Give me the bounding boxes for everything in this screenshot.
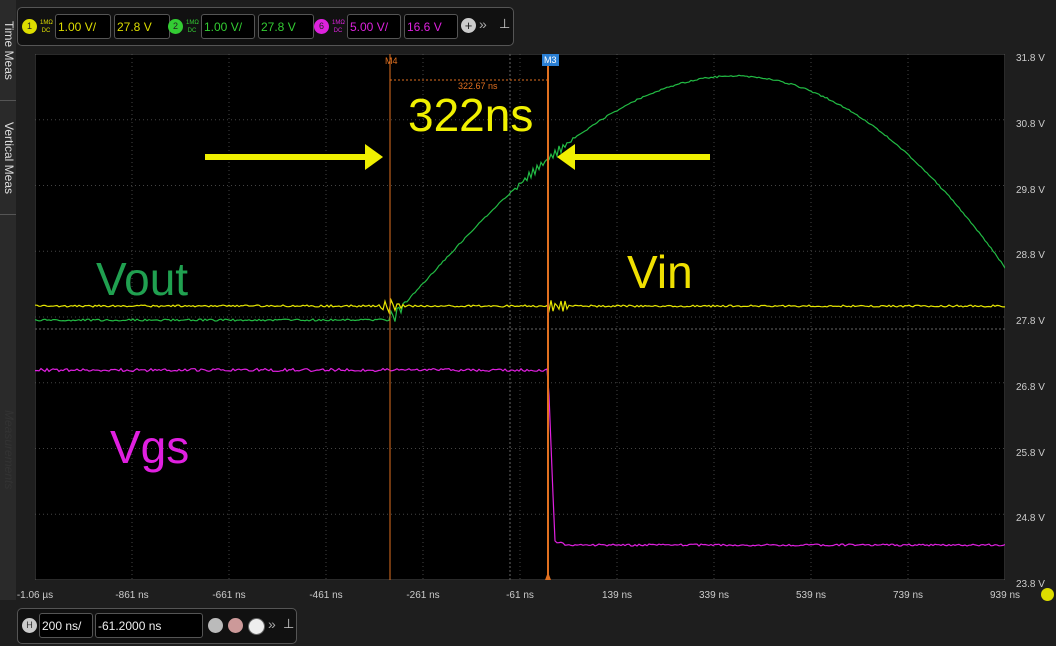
pin-icon[interactable]: ⊥ (283, 616, 294, 632)
x-tick-label: -661 ns (212, 590, 245, 601)
y-tick-label: 24.8 V (1016, 513, 1045, 524)
horizontal-scale[interactable]: 200 ns/ (39, 613, 93, 638)
pin-icon[interactable]: ⊥ (499, 16, 510, 32)
vgs-annotation: Vgs (110, 420, 189, 474)
y-tick-label: 25.8 V (1016, 448, 1045, 459)
x-tick-label: 339 ns (699, 590, 729, 601)
m3-label[interactable]: M3 (542, 54, 559, 66)
channel-6-coupling: 1MΩ DC (332, 19, 344, 35)
channel-2-scale[interactable]: 1.00 V/ (201, 14, 255, 39)
x-tick-label: -861 ns (115, 590, 148, 601)
delay-annotation: 322ns (408, 88, 533, 142)
channel-1[interactable]: 1 1MΩ DC 1.00 V/ 27.8 V (22, 14, 170, 39)
tab-time-meas[interactable]: Time Meas (0, 0, 16, 101)
channel-6-badge[interactable]: 6 (314, 19, 329, 34)
horizontal-bar: H 200 ns/ -61.2000 ns » ⊥ (17, 608, 297, 644)
channel-2-offset[interactable]: 27.8 V (258, 14, 314, 39)
vin-annotation: Vin (627, 245, 693, 299)
trigger-channel-icon (1041, 588, 1054, 601)
m4-label[interactable]: M4 (385, 56, 398, 66)
expand-icon[interactable]: » (268, 616, 276, 632)
tab-measurements[interactable]: Measurements (0, 360, 16, 540)
trigger-marker (545, 572, 551, 580)
x-tick-label: -261 ns (406, 590, 439, 601)
tab-vertical-meas[interactable]: Vertical Meas (0, 102, 16, 215)
y-tick-label: 28.8 V (1016, 250, 1045, 261)
zoom-icon[interactable] (208, 618, 223, 633)
channel-1-coupling: 1MΩ DC (40, 19, 52, 35)
channel-1-offset[interactable]: 27.8 V (114, 14, 170, 39)
channel-2-badge[interactable]: 2 (168, 19, 183, 34)
y-tick-label: 27.8 V (1016, 316, 1045, 327)
channel-6-offset[interactable]: 16.6 V (404, 14, 458, 39)
channel-6-scale[interactable]: 5.00 V/ (347, 14, 401, 39)
fastframe-icon[interactable] (228, 618, 243, 633)
y-tick-label: 31.8 V (1016, 53, 1045, 64)
x-tick-label: 739 ns (893, 590, 923, 601)
y-tick-label: 23.8 V (1016, 579, 1045, 590)
x-tick-label: -461 ns (309, 590, 342, 601)
clock-icon[interactable] (248, 618, 265, 635)
expand-icon[interactable]: » (479, 16, 487, 32)
channel-1-scale[interactable]: 1.00 V/ (55, 14, 111, 39)
horizontal-position[interactable]: -61.2000 ns (95, 613, 203, 638)
side-panel: Time Meas Vertical Meas Measurements (0, 0, 16, 600)
channel-1-badge[interactable]: 1 (22, 19, 37, 34)
vout-annotation: Vout (96, 252, 188, 306)
y-tick-label: 29.8 V (1016, 185, 1045, 196)
arrow-right-head (365, 144, 383, 170)
x-tick-label: 939 ns (990, 590, 1020, 601)
y-tick-label: 26.8 V (1016, 382, 1045, 393)
x-tick-label: 139 ns (602, 590, 632, 601)
x-tick-label: -61 ns (506, 590, 534, 601)
horizontal-badge[interactable]: H (22, 618, 37, 633)
y-tick-label: 30.8 V (1016, 119, 1045, 130)
channel-2-coupling: 1MΩ DC (186, 19, 198, 35)
channel-6[interactable]: 6 1MΩ DC 5.00 V/ 16.6 V (314, 14, 458, 39)
channel-2[interactable]: 2 1MΩ DC 1.00 V/ 27.8 V (168, 14, 314, 39)
add-channel-icon[interactable]: + (461, 18, 476, 33)
x-tick-label: -1.06 µs (17, 590, 53, 601)
x-tick-label: 539 ns (796, 590, 826, 601)
channel-bar: 1 1MΩ DC 1.00 V/ 27.8 V 2 1MΩ DC 1.00 V/… (17, 7, 514, 46)
